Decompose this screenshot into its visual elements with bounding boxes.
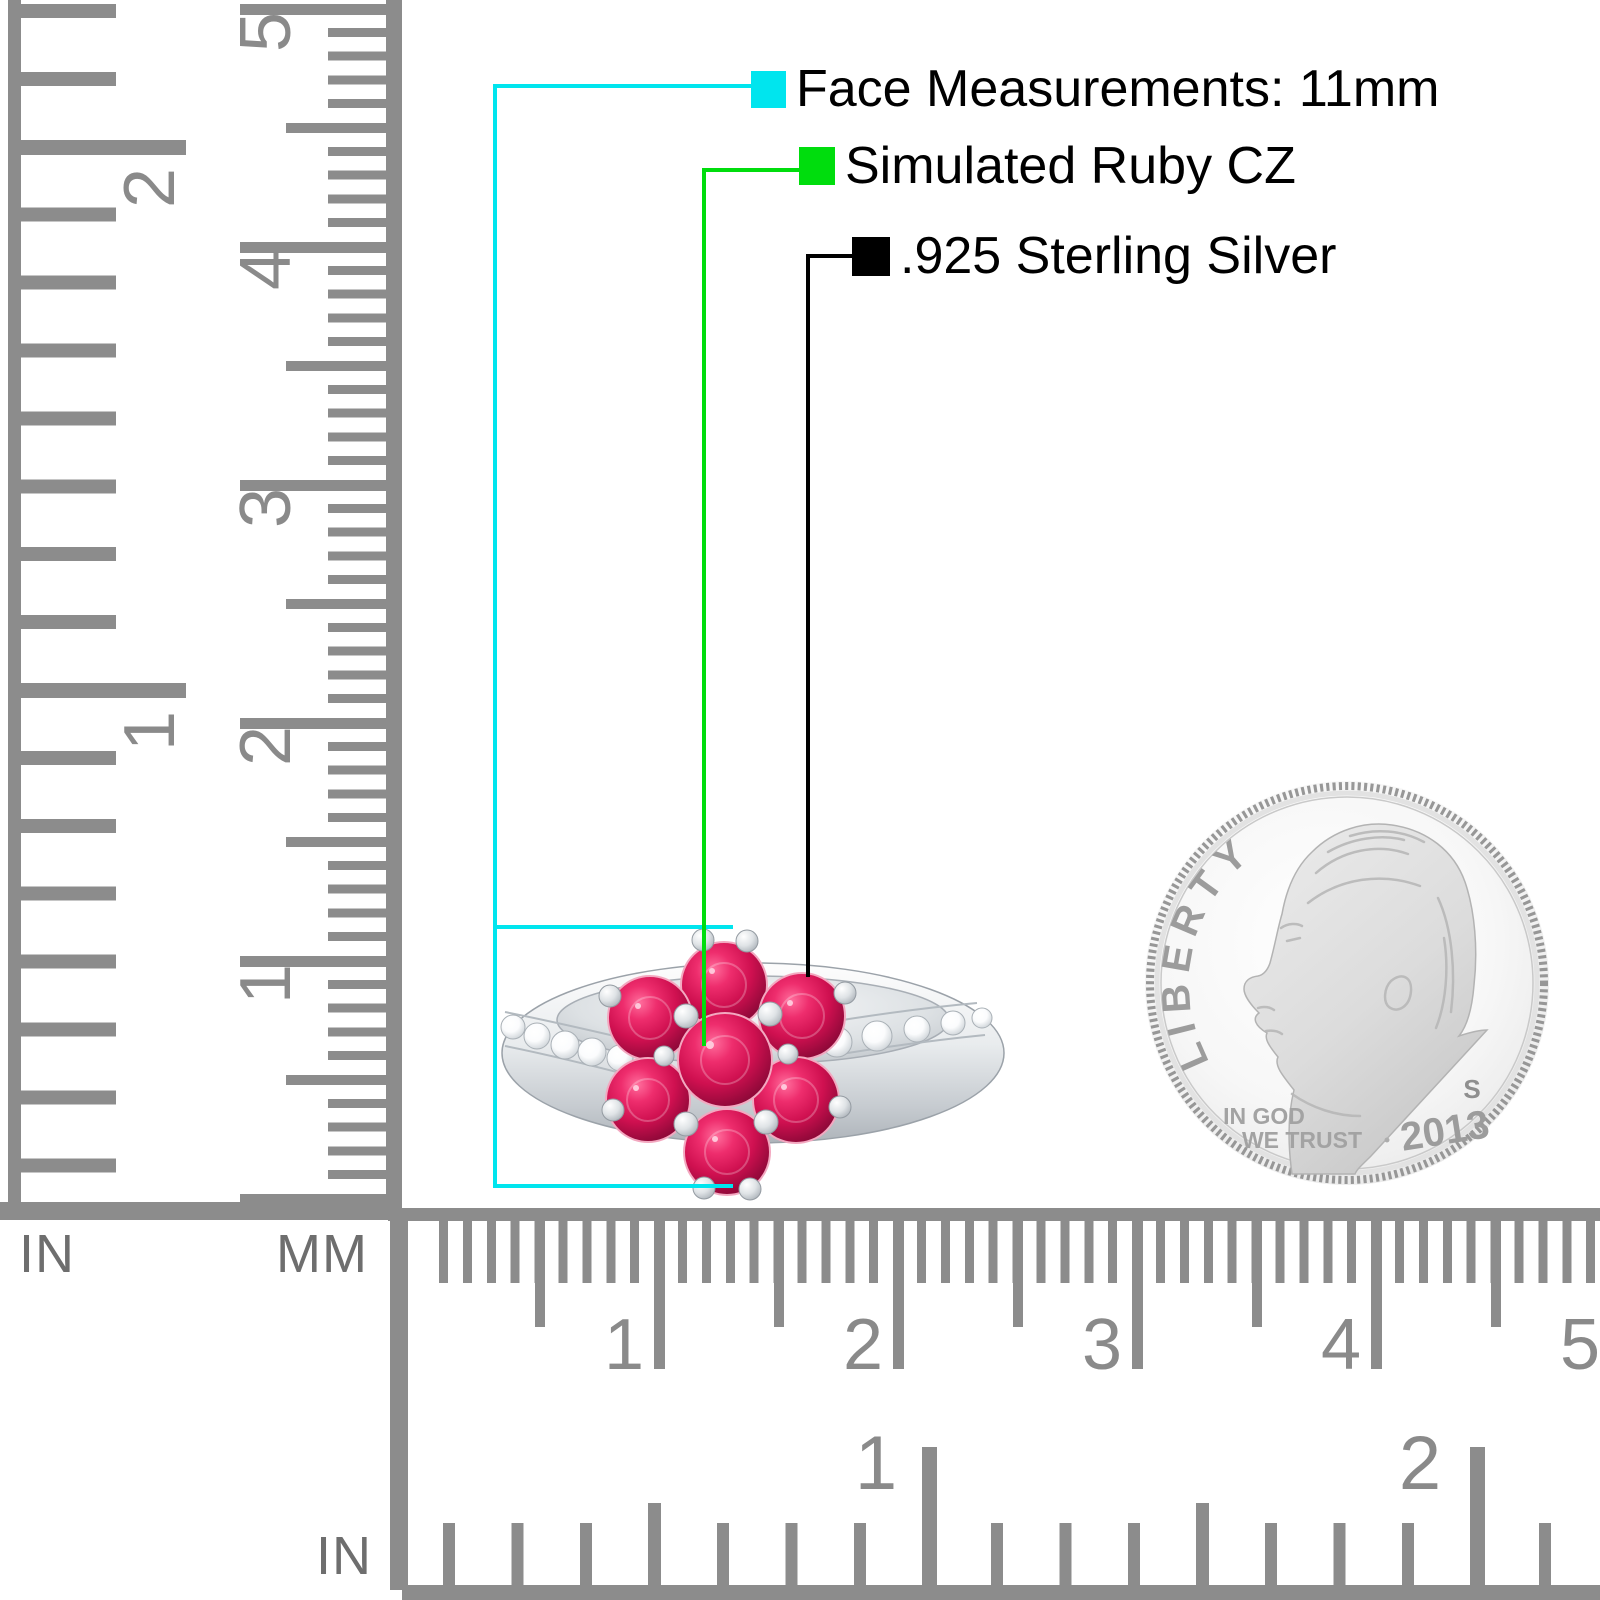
ring-channel-edge: [834, 1034, 986, 1056]
bottom-ruler-inch-number: 1: [854, 1421, 898, 1506]
bottom-ruler-cm-number: 5: [1559, 1305, 1600, 1385]
callout-metal-hline: [806, 254, 852, 258]
ruby-stone: [605, 941, 846, 1196]
left-ruler-inch-number: 1: [110, 710, 190, 752]
callout-face-top-tick: [493, 925, 733, 929]
bottom-ruler-inch-ticks: [408, 1447, 1600, 1587]
prongs: [598, 928, 857, 1201]
left-ruler-mm-ticks: [222, 0, 386, 1211]
left-ruler-left-edge: [8, 0, 21, 1212]
dime-mint-mark: S: [1463, 1074, 1480, 1104]
ring-flower-cluster: [598, 928, 857, 1201]
left-ruler-cm-number: 3: [226, 487, 306, 529]
left-ruler-cm-number: 5: [226, 11, 306, 53]
dime-ear: [1383, 975, 1413, 1011]
dime-designer-initials: [1384, 1137, 1390, 1143]
left-ruler-cm-number: 2: [226, 725, 306, 767]
callout-stone-hline: [702, 168, 799, 172]
bottom-ruler-left-edge: [390, 1208, 408, 1590]
dime-image: LIBERTY IN GOD WE TRUST S 2013: [1145, 781, 1549, 1185]
callout-metal-label: .925 Sterling Silver: [900, 227, 1337, 285]
callout-face-vline: [493, 84, 497, 1188]
ring-image: [500, 928, 1005, 1201]
left-ruler-cm-number: 4: [226, 249, 306, 291]
bottom-ruler-cm-number: 3: [1081, 1305, 1123, 1385]
dime-motto-line2: WE TRUST: [1242, 1127, 1362, 1153]
left-ruler-mm-unit-label: MM: [276, 1224, 368, 1284]
callout-stone-label: Simulated Ruby CZ: [845, 137, 1296, 195]
bottom-ruler-top-edge: [388, 1208, 1600, 1221]
callout-face-bottom-tick: [493, 1184, 733, 1188]
bottom-ruler-cm-ticks: [415, 1221, 1600, 1373]
left-ruler-inch-ticks: [21, 0, 216, 1211]
bottom-ruler-cm-number: 2: [842, 1305, 884, 1385]
bottom-ruler-bottom-edge: [402, 1585, 1600, 1600]
left-ruler-inch-unit-label: IN: [19, 1224, 75, 1284]
dime-eye: [1285, 936, 1302, 943]
bottom-ruler-cm-number: 4: [1320, 1305, 1362, 1385]
callout-face-label: Face Measurements: 11mm: [796, 60, 1440, 118]
dime-motto-line1: IN GOD: [1223, 1103, 1305, 1129]
callout-metal-marker: [852, 237, 890, 276]
callout-stone-marker: [799, 147, 835, 185]
ring-channel-edge: [829, 1002, 978, 1023]
bottom-ruler-inch-number: 2: [1398, 1421, 1442, 1506]
callout-stone-vline: [702, 168, 706, 1046]
ruby-sparkles: [633, 968, 793, 1142]
dime-portrait-detail: [1256, 830, 1455, 1118]
callout-face-hline: [493, 84, 751, 88]
dime-eyebrow: [1279, 922, 1304, 930]
callout-face-marker: [751, 71, 786, 108]
dime-reeded-edge: [1146, 782, 1548, 1184]
left-ruler-inch-number: 2: [110, 167, 190, 209]
bottom-ruler-cm-number: 1: [603, 1305, 645, 1385]
bottom-ruler-inch-unit-label: IN: [316, 1526, 372, 1586]
callout-metal-vline: [806, 254, 810, 977]
dime-portrait: [1243, 823, 1489, 1175]
left-ruler-cm-number: 1: [226, 963, 306, 1005]
left-ruler-right-edge: [386, 0, 402, 1212]
